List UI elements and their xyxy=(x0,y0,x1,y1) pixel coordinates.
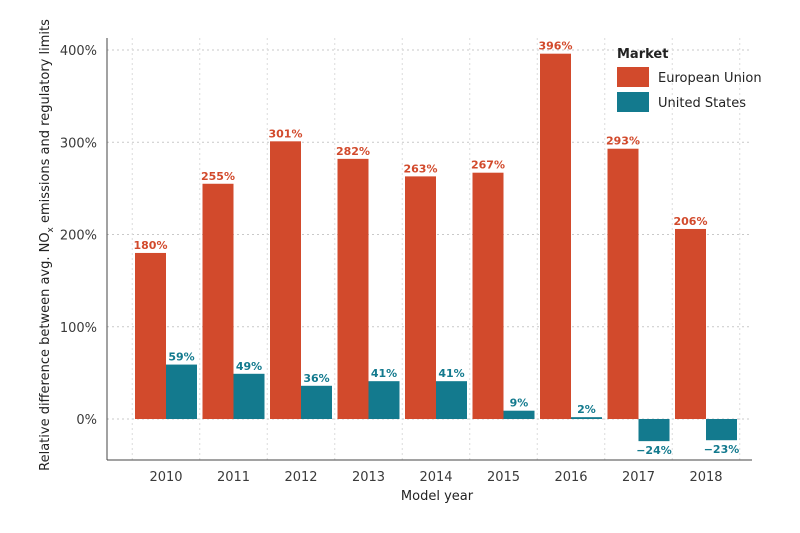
data-label: 41% xyxy=(438,367,464,380)
bar-united-states-2018 xyxy=(706,419,737,441)
data-label: −24% xyxy=(636,444,672,457)
data-label: 396% xyxy=(539,40,573,53)
data-label: 49% xyxy=(236,360,262,373)
legend-title: Market xyxy=(617,47,668,62)
data-label: 267% xyxy=(471,159,505,172)
data-label: 36% xyxy=(303,372,329,385)
x-tick-label: 2018 xyxy=(689,470,722,485)
data-label: 282% xyxy=(336,145,370,158)
x-tick-label: 2011 xyxy=(217,470,250,485)
legend-swatch xyxy=(617,67,649,87)
bar-united-states-2011 xyxy=(233,373,265,419)
bar-european-union-2016 xyxy=(540,53,571,419)
legend-swatch xyxy=(617,92,649,112)
x-tick-label: 2015 xyxy=(487,470,520,485)
x-tick-label: 2014 xyxy=(419,470,452,485)
bar-united-states-2010 xyxy=(166,364,197,419)
bar-european-union-2010 xyxy=(135,252,166,419)
bar-european-union-2012 xyxy=(270,141,301,419)
bar-united-states-2015 xyxy=(503,410,535,419)
gridlines xyxy=(107,38,752,460)
data-label: 2% xyxy=(577,403,596,416)
data-labels: 180% 59% 255% 49% 301% 36% 282% 41% 263% 41% 267% 9… xyxy=(134,40,740,457)
data-label: 206% xyxy=(674,215,708,228)
x-tick-label: 2017 xyxy=(622,470,655,485)
axes xyxy=(106,38,752,461)
y-axis-title-tail: emissions and regulatory limits xyxy=(38,19,53,227)
x-tick-label: 2013 xyxy=(352,470,385,485)
y-axis-title-subscript: x xyxy=(46,226,56,232)
bar-united-states-2014 xyxy=(436,381,467,419)
x-tick-label: 2016 xyxy=(554,470,587,485)
x-tick-label: 2010 xyxy=(149,470,182,485)
y-tick-label: 400% xyxy=(60,44,97,59)
bar-european-union-2013 xyxy=(337,158,369,420)
legend: Market European Union United States xyxy=(617,47,762,112)
bar-united-states-2016 xyxy=(571,417,602,419)
y-tick-label: 200% xyxy=(60,229,97,244)
y-axis-title: Relative difference between avg. NOx emi… xyxy=(38,19,56,471)
y-tick-label: 100% xyxy=(60,321,97,336)
bar-european-union-2014 xyxy=(405,176,436,419)
data-label: 263% xyxy=(404,162,438,175)
bar-european-union-2017 xyxy=(607,148,639,419)
data-label: 293% xyxy=(606,135,640,148)
data-label: 41% xyxy=(371,367,397,380)
y-axis-title-main: Relative difference between avg. NO xyxy=(38,232,53,470)
legend-label: United States xyxy=(658,96,746,111)
bars xyxy=(135,53,737,442)
data-label: 9% xyxy=(510,397,529,410)
x-tick-labels: 2010 2011 2012 2013 2014 2015 2016 2017 2018 xyxy=(149,470,722,485)
data-label: 59% xyxy=(168,351,194,364)
y-tick-labels: 0% 100% 200% 300% 400% xyxy=(60,44,97,428)
y-tick-label: 300% xyxy=(60,136,97,151)
y-tick-label: 0% xyxy=(76,413,97,428)
legend-label: European Union xyxy=(658,71,762,86)
data-label: 255% xyxy=(201,170,235,183)
bar-united-states-2013 xyxy=(368,381,400,419)
bar-united-states-2017 xyxy=(638,419,670,442)
data-label: 180% xyxy=(134,239,168,252)
bar-european-union-2018 xyxy=(675,228,706,419)
x-axis-title: Model year xyxy=(401,489,474,504)
data-label: −23% xyxy=(704,443,740,456)
bar-european-union-2015 xyxy=(472,172,504,419)
x-tick-label: 2012 xyxy=(284,470,317,485)
data-label: 301% xyxy=(269,127,303,140)
bar-united-states-2012 xyxy=(301,385,332,419)
bar-european-union-2011 xyxy=(202,183,234,419)
